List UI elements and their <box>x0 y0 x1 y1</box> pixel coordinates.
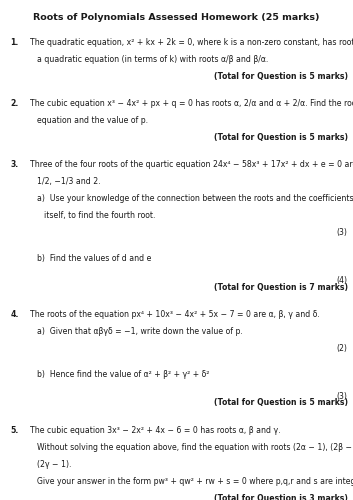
Text: Without solving the equation above, find the equation with roots (2α − 1), (2β −: Without solving the equation above, find… <box>37 442 353 452</box>
Text: (3): (3) <box>337 228 348 237</box>
Text: (Total for Question is 5 marks): (Total for Question is 5 marks) <box>214 398 348 407</box>
Text: a)  Given that αβγδ = −1, write down the value of p.: a) Given that αβγδ = −1, write down the … <box>37 327 243 336</box>
Text: (Total for Question is 7 marks): (Total for Question is 7 marks) <box>214 283 348 292</box>
Text: 1.: 1. <box>11 38 19 47</box>
Text: equation and the value of p.: equation and the value of p. <box>37 116 148 125</box>
Text: (Total for Question is 5 marks): (Total for Question is 5 marks) <box>214 133 348 142</box>
Text: The quadratic equation, x² + kx + 2k = 0, where k is a non-zero constant, has ro: The quadratic equation, x² + kx + 2k = 0… <box>30 38 353 47</box>
Text: (2γ − 1).: (2γ − 1). <box>37 460 72 468</box>
Text: The cubic equation 3x³ − 2x² + 4x − 6 = 0 has roots α, β and γ.: The cubic equation 3x³ − 2x² + 4x − 6 = … <box>30 426 281 434</box>
Text: Roots of Polynomials Assessed Homework (25 marks): Roots of Polynomials Assessed Homework (… <box>33 12 320 22</box>
Text: (3): (3) <box>337 392 348 400</box>
Text: 3.: 3. <box>11 160 19 170</box>
Text: 4.: 4. <box>11 310 19 319</box>
Text: a)  Use your knowledge of the connection between the roots and the coefficients : a) Use your knowledge of the connection … <box>37 194 353 203</box>
Text: 2.: 2. <box>11 99 19 108</box>
Text: a quadratic equation (in terms of k) with roots α/β and β/α.: a quadratic equation (in terms of k) wit… <box>37 55 268 64</box>
Text: b)  Find the values of d and e: b) Find the values of d and e <box>37 254 151 263</box>
Text: 1/2, −1/3 and 2.: 1/2, −1/3 and 2. <box>37 178 101 186</box>
Text: (4): (4) <box>337 276 348 285</box>
Text: The roots of the equation px⁴ + 10x³ − 4x² + 5x − 7 = 0 are α, β, γ and δ.: The roots of the equation px⁴ + 10x³ − 4… <box>30 310 320 319</box>
Text: (2): (2) <box>337 344 348 353</box>
Text: itself, to find the fourth root.: itself, to find the fourth root. <box>44 212 156 220</box>
Text: (Total for Question is 5 marks): (Total for Question is 5 marks) <box>214 72 348 81</box>
Text: (Total for Question is 3 marks): (Total for Question is 3 marks) <box>214 494 348 500</box>
Text: 5.: 5. <box>11 426 19 434</box>
Text: The cubic equation x³ − 4x² + px + q = 0 has roots α, 2/α and α + 2/α. Find the : The cubic equation x³ − 4x² + px + q = 0… <box>30 99 353 108</box>
Text: Give your answer in the form pw³ + qw² + rw + s = 0 where p,q,r and s are intege: Give your answer in the form pw³ + qw² +… <box>37 476 353 486</box>
Text: b)  Hence find the value of α² + β² + γ² + δ²: b) Hence find the value of α² + β² + γ² … <box>37 370 209 378</box>
Text: Three of the four roots of the quartic equation 24x⁴ − 58x³ + 17x² + dx + e = 0 : Three of the four roots of the quartic e… <box>30 160 353 170</box>
